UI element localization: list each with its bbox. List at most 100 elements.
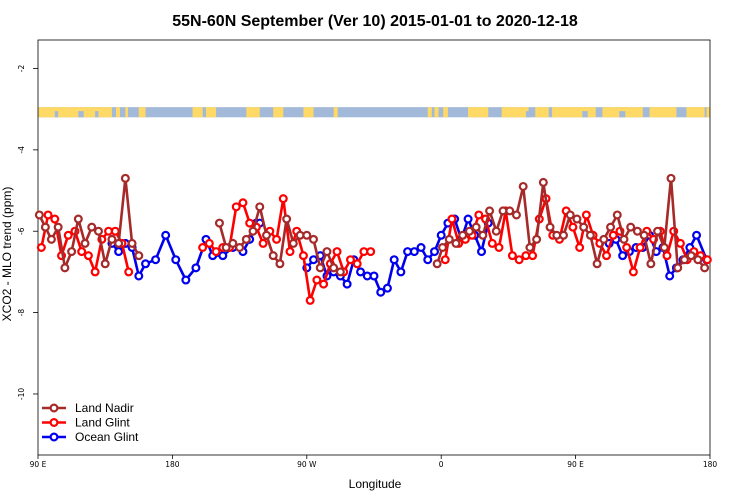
data-point bbox=[432, 259, 442, 269]
data-point bbox=[528, 251, 538, 261]
data-point bbox=[110, 226, 120, 236]
data-point bbox=[511, 210, 521, 220]
data-point bbox=[471, 222, 481, 232]
data-point bbox=[43, 210, 53, 220]
data-point bbox=[87, 222, 97, 232]
map-land bbox=[443, 107, 448, 118]
data-point bbox=[518, 181, 528, 191]
data-point bbox=[214, 218, 224, 228]
data-point bbox=[478, 230, 488, 240]
map-land bbox=[535, 107, 549, 118]
y-tick-label: -4 bbox=[17, 146, 26, 154]
x-tick-label: 180 bbox=[165, 460, 180, 469]
data-point bbox=[127, 238, 137, 248]
data-point bbox=[568, 222, 578, 232]
data-point bbox=[612, 210, 622, 220]
legend-label: Land Nadir bbox=[75, 401, 134, 415]
x-axis: 90 E 180 90 W 0 90 E 180 bbox=[30, 455, 718, 469]
data-point bbox=[635, 243, 645, 253]
data-point bbox=[63, 230, 73, 240]
data-point bbox=[90, 267, 100, 277]
map-land bbox=[206, 107, 217, 118]
y-tick-label: -8 bbox=[17, 309, 26, 317]
x-tick-label: 180 bbox=[703, 460, 718, 469]
data-point bbox=[389, 255, 399, 265]
data-point bbox=[366, 247, 376, 257]
data-point bbox=[302, 230, 312, 240]
data-point bbox=[329, 263, 339, 273]
data-point bbox=[245, 218, 255, 228]
data-point bbox=[67, 247, 77, 257]
y-tick-label: -6 bbox=[17, 227, 26, 235]
data-point bbox=[278, 194, 288, 204]
data-point bbox=[124, 267, 134, 277]
data-point bbox=[463, 214, 473, 224]
data-point bbox=[662, 251, 672, 261]
legend-item: Land Glint bbox=[42, 416, 130, 430]
map-land bbox=[115, 107, 120, 118]
data-point bbox=[447, 214, 457, 224]
x-tick-label: 90 E bbox=[30, 460, 47, 469]
map-ocean-inlet bbox=[78, 111, 84, 118]
data-point bbox=[440, 255, 450, 265]
y-tick-label: -2 bbox=[17, 65, 26, 73]
data-point bbox=[322, 247, 332, 257]
data-point bbox=[352, 259, 362, 269]
data-point bbox=[309, 234, 319, 244]
data-point bbox=[261, 230, 271, 240]
data-point bbox=[312, 275, 322, 285]
data-point bbox=[211, 247, 221, 257]
data-point bbox=[396, 267, 406, 277]
data-point bbox=[487, 238, 497, 248]
data-point bbox=[272, 234, 282, 244]
data-point bbox=[141, 259, 151, 269]
data-point bbox=[114, 247, 124, 257]
data-point bbox=[458, 230, 468, 240]
data-point bbox=[120, 173, 130, 183]
data-point bbox=[559, 230, 569, 240]
data-point bbox=[423, 255, 433, 265]
data-point bbox=[474, 210, 484, 220]
map-ocean-inlet bbox=[619, 111, 626, 118]
data-point bbox=[285, 247, 295, 257]
data-point bbox=[181, 275, 191, 285]
data-point bbox=[429, 247, 439, 257]
data-point bbox=[436, 230, 446, 240]
data-point bbox=[565, 210, 575, 220]
map-land bbox=[303, 107, 314, 118]
data-point bbox=[451, 238, 461, 248]
map-land bbox=[192, 107, 203, 118]
data-point bbox=[309, 255, 319, 265]
series-layer bbox=[34, 173, 712, 305]
data-point bbox=[579, 222, 589, 232]
map-land bbox=[706, 107, 710, 118]
chart-title: 55N-60N September (Ver 10) 2015-01-01 to… bbox=[172, 13, 578, 30]
map-land bbox=[649, 107, 677, 118]
series-line bbox=[38, 177, 140, 270]
legend-swatch-marker bbox=[49, 418, 59, 428]
data-point bbox=[221, 243, 231, 253]
y-axis-label: XCO2 - MLO trend (ppm) bbox=[0, 187, 14, 322]
data-point bbox=[235, 243, 245, 253]
data-point bbox=[100, 259, 110, 269]
data-point bbox=[50, 214, 60, 224]
series-line bbox=[110, 221, 260, 282]
data-point bbox=[60, 263, 70, 273]
legend-item: Ocean Glint bbox=[42, 430, 139, 444]
map-land bbox=[125, 107, 129, 118]
map-land bbox=[273, 107, 284, 118]
data-point bbox=[606, 222, 616, 232]
data-point bbox=[319, 279, 329, 289]
world-map-band bbox=[38, 107, 710, 118]
data-point bbox=[639, 230, 649, 240]
data-point bbox=[626, 222, 636, 232]
data-point bbox=[477, 247, 487, 257]
legend-label: Ocean Glint bbox=[75, 430, 139, 444]
map-ocean-inlet bbox=[54, 111, 59, 118]
data-point bbox=[369, 271, 379, 281]
legend-item: Land Nadir bbox=[42, 401, 134, 415]
data-point bbox=[532, 234, 542, 244]
legend-swatch-marker bbox=[49, 432, 59, 442]
data-point bbox=[83, 251, 93, 261]
data-point bbox=[77, 247, 87, 257]
